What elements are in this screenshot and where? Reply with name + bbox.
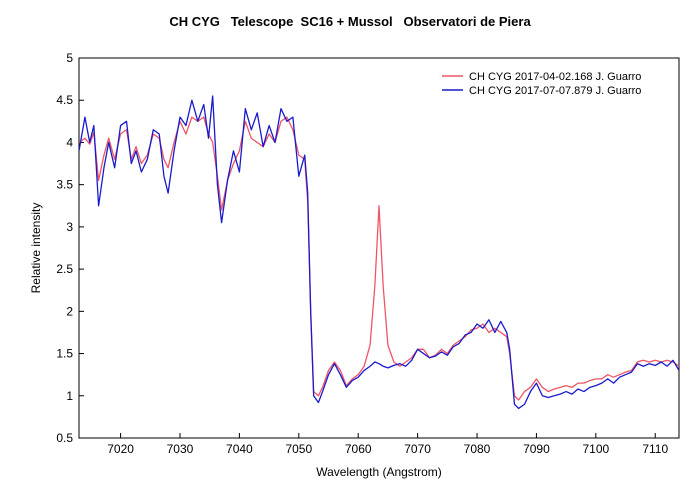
y-axis-label: Relative intensity [29,203,43,294]
y-tick-label: 4 [66,135,73,149]
series-group [79,95,679,410]
x-tick-label: 7040 [226,442,253,456]
x-tick-label: 7020 [107,442,134,456]
y-tick-label: 5 [66,51,73,65]
x-tick-label: 7030 [167,442,194,456]
x-tick-label: 7100 [582,442,609,456]
y-tick-label: 2.5 [56,262,73,276]
y-tick-label: 3 [66,220,73,234]
x-tick-label: 7050 [285,442,312,456]
series-line-1 [79,116,679,401]
plot-frame [78,57,680,439]
y-axis: 0.5 1 1.5 2 2.5 3 3.5 4 4.5 5 [56,51,84,445]
y-tick-label: 4.5 [56,93,73,107]
x-tick-label: 7070 [404,442,431,456]
x-tick-label: 7080 [464,442,491,456]
series-line-2 [79,95,679,410]
chart-title: CH CYG Telescope SC16 + Mussol Observato… [169,14,531,29]
y-tick-label: 0.5 [56,431,73,445]
x-tick-label: 7090 [523,442,550,456]
legend-label-1: CH CYG 2017-04-02.168 J. Guarro [469,71,641,83]
y-tick-label: 1 [66,389,73,403]
y-tick-label: 1.5 [56,347,73,361]
y-tick-label: 3.5 [56,178,73,192]
legend-label-2: CH CYG 2017-07-07.879 J. Guarro [469,85,641,97]
x-axis-label: Wavelength (Angstrom) [316,465,442,479]
y-tick-label: 2 [66,304,73,318]
x-tick-label: 7110 [642,442,668,456]
plot-area: 7020 7030 7040 7050 7060 7070 7080 7090 7100 7110… [56,51,680,456]
legend: CH CYG 2017-04-02.168 J. Guarro CH CYG 20… [442,71,641,97]
x-tick-label: 7060 [345,442,372,456]
x-axis: 7020 7030 7040 7050 7060 7070 7080 7090 7100 7110 [107,433,668,456]
